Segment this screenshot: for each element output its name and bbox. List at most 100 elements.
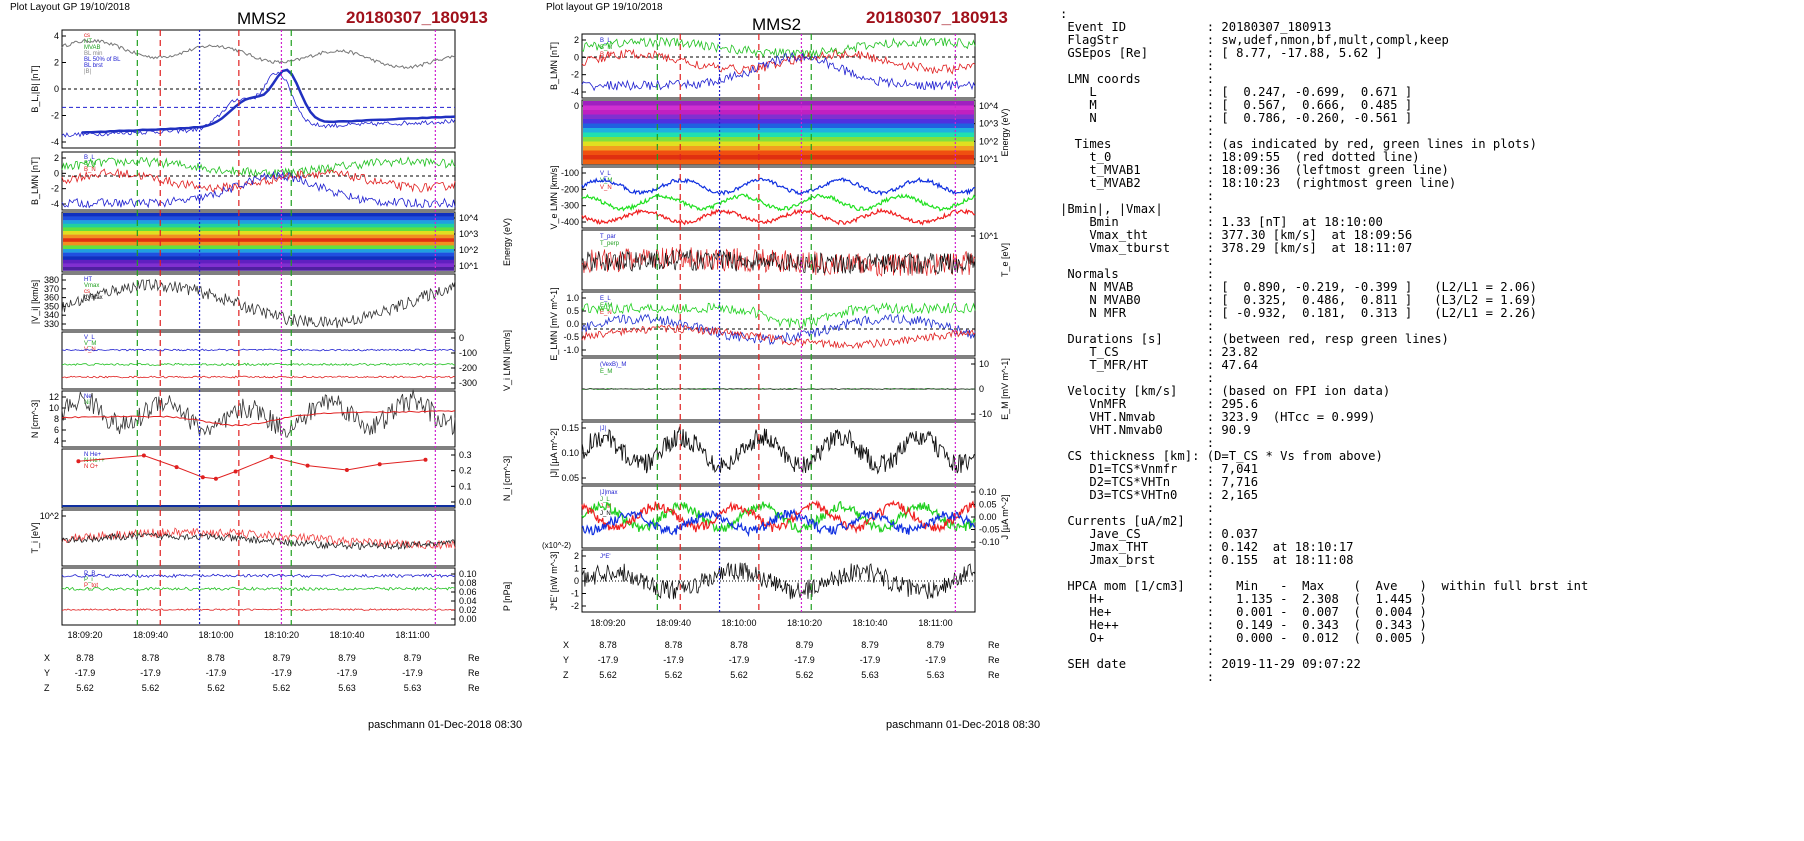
info-row: : [1060, 254, 1215, 268]
middle-spectrogram-band [583, 150, 974, 156]
info-row: N MVAB0 : [ 0.325, 0.486, 0.811 ] (L3/L2… [1060, 293, 1537, 307]
left-tick-label: 10^2 [40, 511, 59, 521]
middle-spectrogram-band [583, 155, 974, 160]
left-tick-label: 0.02 [459, 605, 477, 615]
left-tick-label: 0 [54, 168, 59, 178]
left-hepp-point [377, 462, 382, 467]
left-legend-entry: Ne [84, 394, 92, 400]
middle-tick-label: 10^3 [979, 119, 998, 129]
info-row: LMN coords : [1060, 72, 1215, 86]
left-bl-curve [61, 170, 456, 209]
middle-spectrogram-band [583, 137, 974, 142]
middle-ephemeris-value: 5.62 [599, 670, 617, 680]
left-ne-curve [61, 410, 456, 427]
left-ephemeris-value: -17.9 [271, 668, 292, 678]
left-hepp-point [213, 476, 218, 481]
left-ephemeris-value: 8.79 [338, 653, 356, 663]
middle-layout-title: Plot layout GP 19/10/2018 [546, 2, 663, 13]
middle-ephemeris-value: -17.9 [860, 655, 881, 665]
info-row: : [1060, 189, 1215, 203]
left-ephemeris-value: 8.78 [207, 653, 225, 663]
middle-legend-entry: J_L [600, 497, 610, 503]
middle-ephemeris-value: 8.78 [665, 640, 683, 650]
info-row: Bmin : 1.33 [nT] at 18:10:00 [1060, 215, 1383, 229]
left-spectrogram-band [63, 223, 454, 228]
middle-time-tick: 18:09:20 [590, 618, 625, 628]
middle-bl-curve [581, 51, 976, 92]
left-ephemeris-value: 5.62 [273, 683, 291, 693]
left-bl-curve [61, 71, 456, 138]
info-row: CS thickness [km]: (D=T_CS * Vs from abo… [1060, 449, 1383, 463]
middle-ephemeris-value: 8.78 [730, 640, 748, 650]
left-spectrogram-band [63, 213, 454, 217]
middle-legend-entry: (VexB)_M [600, 362, 626, 368]
info-row: Vmax_tht : 377.30 [km/s] at 18:09:56 [1060, 228, 1413, 242]
middle-time-tick: 18:10:40 [852, 618, 887, 628]
middle-ephemeris-value: 5.62 [796, 670, 814, 680]
middle-tick-label: 1 [574, 564, 579, 574]
left-ptot-curve [61, 573, 456, 579]
left-time-tick: 18:10:00 [198, 630, 233, 640]
left-ephemeris-label: Z [44, 683, 50, 693]
left-panel-ylabel: N [cm^-3] [30, 400, 40, 438]
left-tick-label: 2 [54, 153, 59, 163]
middle-legend-entry: J_N [600, 511, 611, 517]
middle-exponent-label: (x10^-2) [542, 541, 571, 550]
info-row: N MFR : [ -0.932, 0.181, 0.313 ] (L2/L1 … [1060, 306, 1537, 320]
middle-tick-label: -0.05 [979, 525, 1000, 535]
left-pi-curve [61, 586, 455, 592]
middle-panel-ylabel: E_LMN [mV m^-1] [549, 287, 559, 360]
info-row: VnMFR : 295.6 [1060, 397, 1259, 411]
left-tick-label: 0.0 [459, 497, 472, 507]
left-tick-label: 2 [54, 58, 59, 68]
info-row: Event ID : 20180307_180913 [1060, 20, 1332, 34]
left-tick-label: 4 [54, 436, 59, 446]
left-legend-entry: BL brst [84, 63, 103, 69]
info-row: : [1060, 644, 1215, 658]
info-row: : [1060, 59, 1215, 73]
info-row: Vmax_tburst : 378.29 [km/s] at 18:11:07 [1060, 241, 1413, 255]
left-tick-label: -200 [459, 363, 477, 373]
middle-panel-frame [581, 33, 976, 99]
left-legend-entry: HT [84, 277, 92, 283]
info-row: T_CS : 23.82 [1060, 345, 1259, 359]
middle-ephemeris-value: 8.78 [599, 640, 617, 650]
middle-panel-frame [581, 99, 976, 166]
left-time-tick: 18:09:40 [133, 630, 168, 640]
middle-tick-label: -1 [571, 589, 579, 599]
left-panel-ylabel: T_i [eV] [30, 522, 40, 553]
middle-tick-label: -400 [561, 217, 579, 227]
left-tick-label: -2 [51, 184, 59, 194]
left-pb-curve [61, 608, 456, 611]
middle-legend-entry: B_N [600, 52, 612, 58]
left-tick-label: 10 [49, 403, 59, 413]
left-hepp-curve [78, 454, 426, 480]
middle-ephemeris-label: Z [563, 670, 569, 680]
left-vl-curve [61, 348, 456, 352]
left-ephemeris-value: -17.9 [206, 668, 227, 678]
middle-bn-curve [581, 48, 976, 75]
left-panel-7: T_i [eV]10^2 [30, 509, 456, 567]
middle-ephemeris-label: Y [563, 655, 569, 665]
left-tick-label: 12 [49, 392, 59, 402]
left-tick-label: 10^2 [459, 245, 478, 255]
left-panel-frame [61, 509, 456, 567]
left-curves [61, 38, 456, 611]
info-row: t_0 : 18:09:55 (red dotted line) [1060, 150, 1420, 164]
middle-ephemeris-value: -17.9 [925, 655, 946, 665]
middle-ephemeris-value: -17.9 [663, 655, 684, 665]
info-row: VHT.Nmvab0 : 90.9 [1060, 423, 1251, 437]
middle-em-curve [581, 313, 976, 346]
info-row: FlagStr : sw,udef,nmon,bf,mult,compl,kee… [1060, 33, 1449, 47]
left-layout-title: Plot Layout GP 19/10/2018 [10, 2, 130, 13]
left-tick-label: 330 [44, 319, 59, 329]
left-event-title: 20180307_180913 [346, 8, 488, 27]
middle-tick-label: -0.10 [979, 537, 1000, 547]
middle-legend-entry: V_L [600, 171, 611, 177]
left-spectrogram-band [63, 241, 454, 246]
info-row: HPCA mom [1/cm3] : Min - Max ( Ave ) wit… [1060, 579, 1589, 593]
left-spectrogram-band [63, 249, 454, 253]
left-ephemeris-value: 8.79 [404, 653, 422, 663]
left-legend-entry: Ni [84, 400, 90, 406]
